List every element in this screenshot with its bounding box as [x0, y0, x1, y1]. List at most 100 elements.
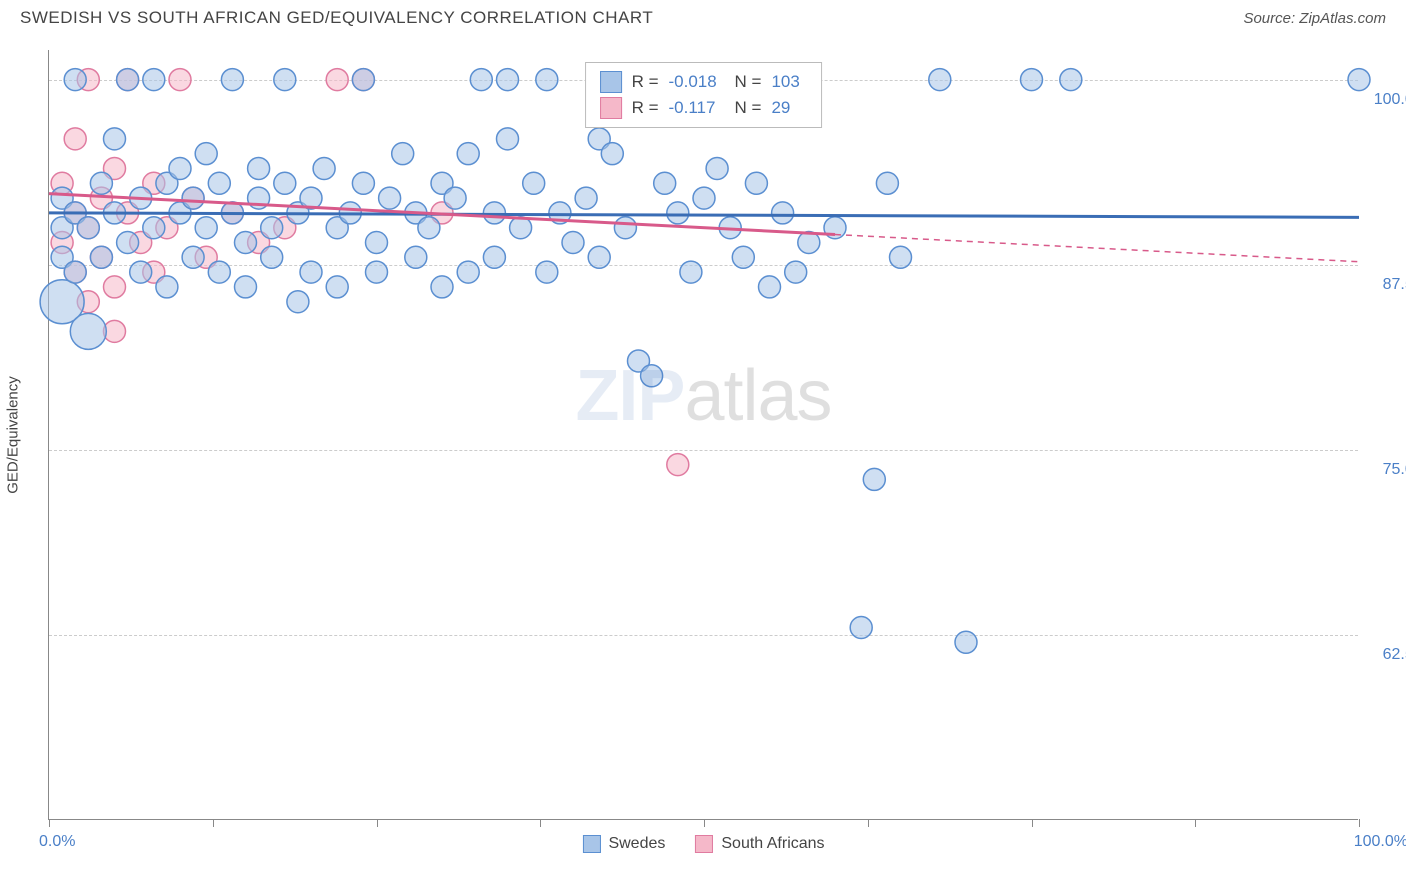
- data-point: [182, 187, 204, 209]
- data-point: [195, 217, 217, 239]
- chart-header: SWEDISH VS SOUTH AFRICAN GED/EQUIVALENCY…: [20, 8, 1386, 28]
- n-label: N =: [735, 98, 762, 118]
- data-point: [588, 246, 610, 268]
- x-tick: [377, 819, 378, 827]
- x-label-min: 0.0%: [39, 833, 75, 851]
- data-point: [221, 69, 243, 91]
- data-point: [1021, 69, 1043, 91]
- plot-area: GED/Equivalency ZIPatlas R =-0.018N =103…: [48, 50, 1358, 820]
- data-point: [601, 143, 623, 165]
- r-label: R =: [632, 98, 659, 118]
- data-point: [405, 246, 427, 268]
- data-point: [457, 143, 479, 165]
- data-point: [156, 276, 178, 298]
- data-point: [169, 69, 191, 91]
- legend-label: South Africans: [721, 835, 824, 853]
- legend-swatch: [600, 71, 622, 93]
- n-label: N =: [735, 72, 762, 92]
- data-point: [195, 143, 217, 165]
- data-point: [497, 69, 519, 91]
- data-point: [929, 69, 951, 91]
- data-point: [64, 69, 86, 91]
- data-point: [300, 261, 322, 283]
- data-point: [130, 261, 152, 283]
- y-axis-label: GED/Equivalency: [5, 376, 22, 494]
- y-tick-label: 87.5%: [1383, 276, 1406, 294]
- data-point: [772, 202, 794, 224]
- data-point: [470, 69, 492, 91]
- data-point: [523, 172, 545, 194]
- data-point: [759, 276, 781, 298]
- data-point: [352, 69, 374, 91]
- n-value: 103: [771, 72, 807, 92]
- data-point: [562, 232, 584, 254]
- n-value: 29: [771, 98, 807, 118]
- legend-label: Swedes: [608, 835, 665, 853]
- data-point: [287, 291, 309, 313]
- data-point: [536, 69, 558, 91]
- x-tick: [1195, 819, 1196, 827]
- data-point: [431, 276, 453, 298]
- data-point: [274, 69, 296, 91]
- data-point: [379, 187, 401, 209]
- data-point: [641, 365, 663, 387]
- data-point: [732, 246, 754, 268]
- x-tick: [49, 819, 50, 827]
- data-point: [745, 172, 767, 194]
- data-point: [248, 157, 270, 179]
- data-point: [785, 261, 807, 283]
- data-point: [169, 157, 191, 179]
- data-point: [208, 261, 230, 283]
- data-point: [706, 157, 728, 179]
- data-point: [261, 217, 283, 239]
- data-point: [104, 276, 126, 298]
- x-tick: [1359, 819, 1360, 827]
- data-point: [64, 261, 86, 283]
- data-point: [680, 261, 702, 283]
- trend-line: [835, 235, 1359, 262]
- data-point: [457, 261, 479, 283]
- data-point: [667, 202, 689, 224]
- data-point: [667, 454, 689, 476]
- data-point: [235, 276, 257, 298]
- data-point: [117, 232, 139, 254]
- stats-box: R =-0.018N =103R =-0.117N =29: [585, 62, 823, 128]
- data-point: [392, 143, 414, 165]
- data-point: [654, 172, 676, 194]
- data-point: [64, 128, 86, 150]
- data-point: [90, 246, 112, 268]
- data-point: [235, 232, 257, 254]
- r-value: -0.018: [669, 72, 725, 92]
- data-point: [352, 172, 374, 194]
- data-point: [890, 246, 912, 268]
- trend-line: [49, 213, 1359, 217]
- data-point: [326, 276, 348, 298]
- data-point: [326, 69, 348, 91]
- data-point: [1348, 69, 1370, 91]
- stats-row: R = -0.018 N = 103: [600, 69, 808, 95]
- scatter-svg: [49, 50, 1358, 819]
- chart-source: Source: ZipAtlas.com: [1243, 10, 1386, 27]
- data-point: [70, 313, 106, 349]
- data-point: [444, 187, 466, 209]
- data-point: [483, 246, 505, 268]
- data-point: [863, 468, 885, 490]
- r-label: R =: [632, 72, 659, 92]
- data-point: [876, 172, 898, 194]
- data-point: [182, 246, 204, 268]
- data-point: [261, 246, 283, 268]
- data-point: [536, 261, 558, 283]
- y-tick-label: 62.5%: [1383, 646, 1406, 664]
- data-point: [143, 69, 165, 91]
- legend-item: South Africans: [695, 835, 824, 853]
- data-point: [208, 172, 230, 194]
- data-point: [366, 261, 388, 283]
- data-point: [575, 187, 597, 209]
- data-point: [497, 128, 519, 150]
- data-point: [274, 172, 296, 194]
- x-label-max: 100.0%: [1354, 833, 1406, 851]
- legend-swatch: [695, 835, 713, 853]
- x-tick: [704, 819, 705, 827]
- data-point: [693, 187, 715, 209]
- stats-row: R =-0.117N =29: [600, 95, 808, 121]
